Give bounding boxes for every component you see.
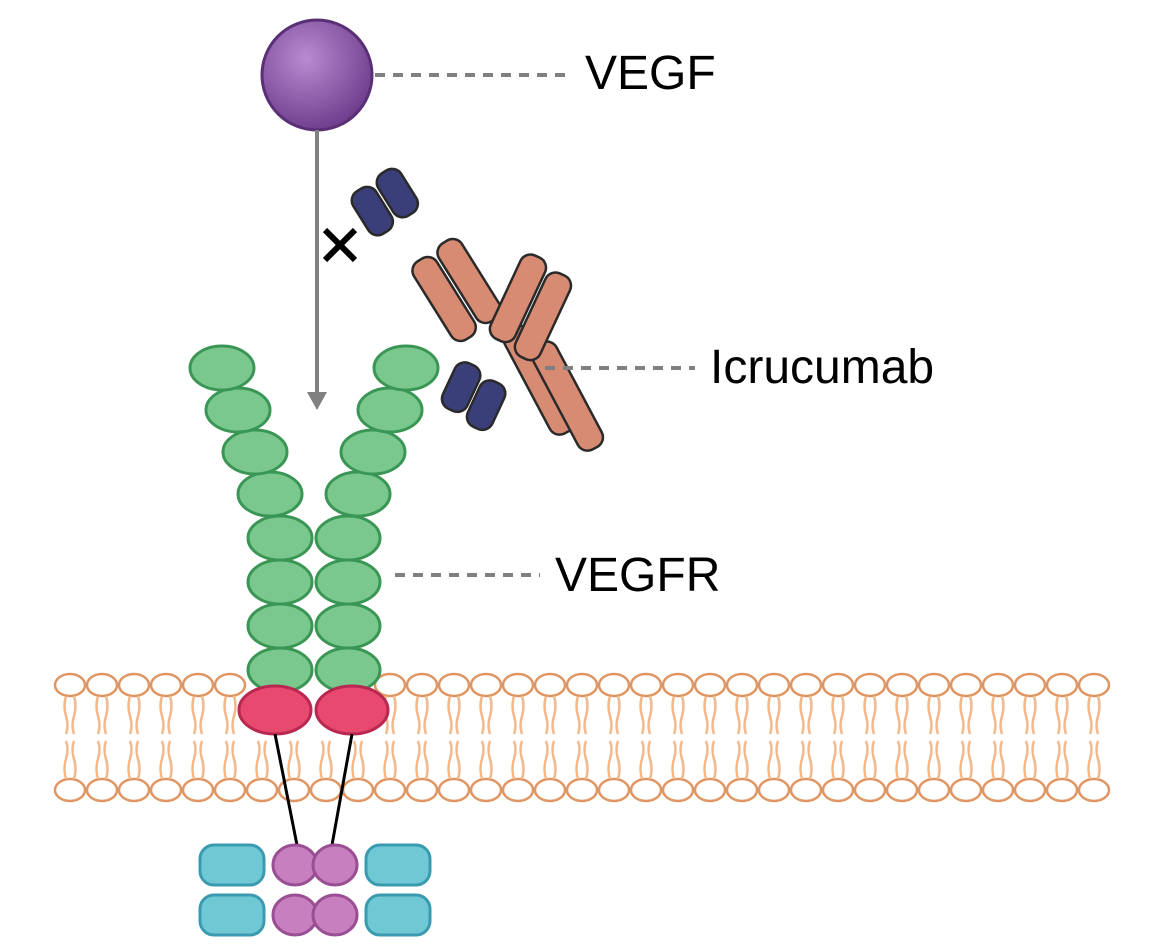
membrane: [55, 674, 1109, 801]
vegfr-label: VEGFR: [555, 548, 720, 603]
vegf-ligand: [262, 20, 372, 130]
vegfr-transmembrane: [239, 686, 388, 734]
diagram-svg: [0, 0, 1167, 947]
vegfr-kinase: [200, 845, 430, 935]
binding-arrow: [307, 130, 327, 410]
icrucumab-label: Icrucumab: [710, 340, 934, 395]
biology-diagram: VEGF Icrucumab VEGFR: [0, 0, 1167, 947]
vegf-label: VEGF: [585, 46, 716, 101]
inhibition-cross: [325, 230, 355, 260]
